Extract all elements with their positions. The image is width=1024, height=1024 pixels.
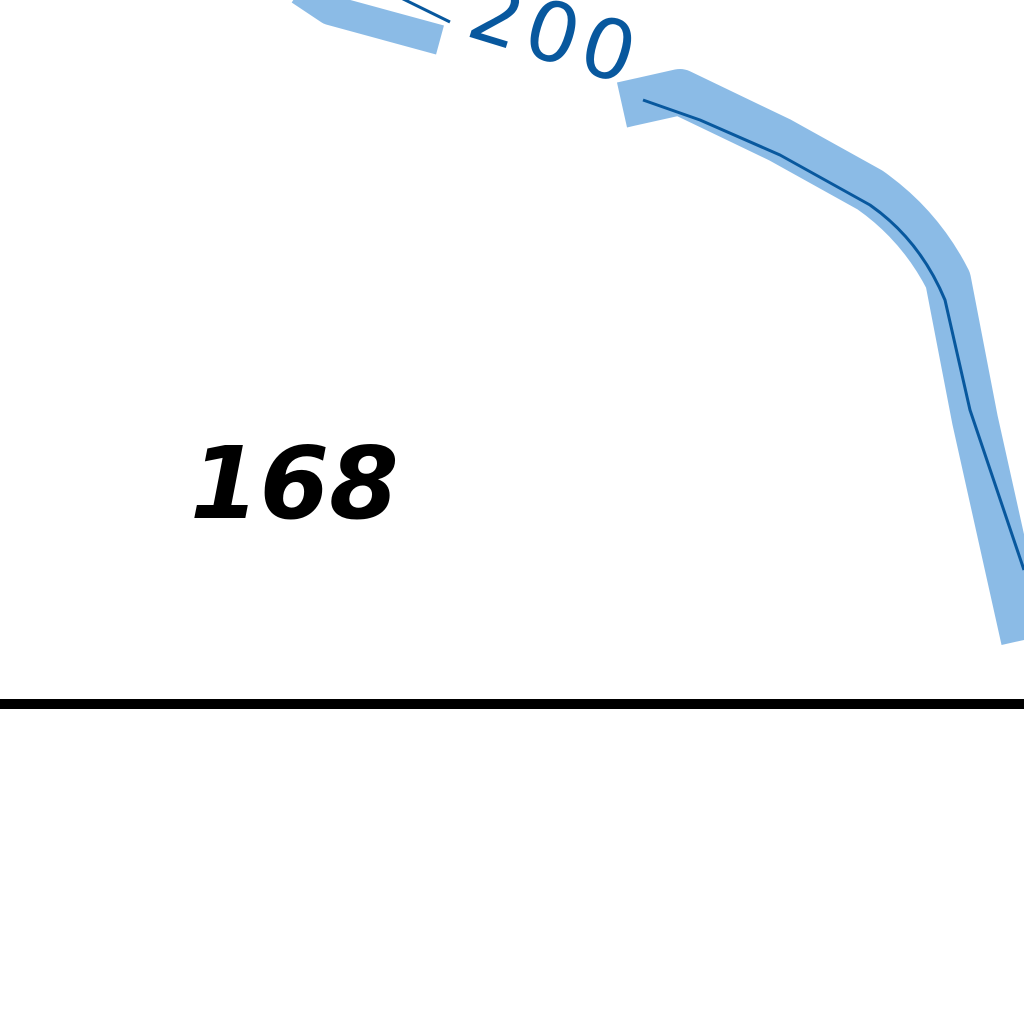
contour-line-right [642, 98, 1024, 571]
contour-line-left [401, 0, 451, 24]
contour-halo-left [291, 0, 444, 55]
spot-height-label: 168 [190, 425, 399, 542]
contour-elevation-label: 200 [458, 0, 653, 105]
contour-halo-right [616, 69, 1024, 646]
